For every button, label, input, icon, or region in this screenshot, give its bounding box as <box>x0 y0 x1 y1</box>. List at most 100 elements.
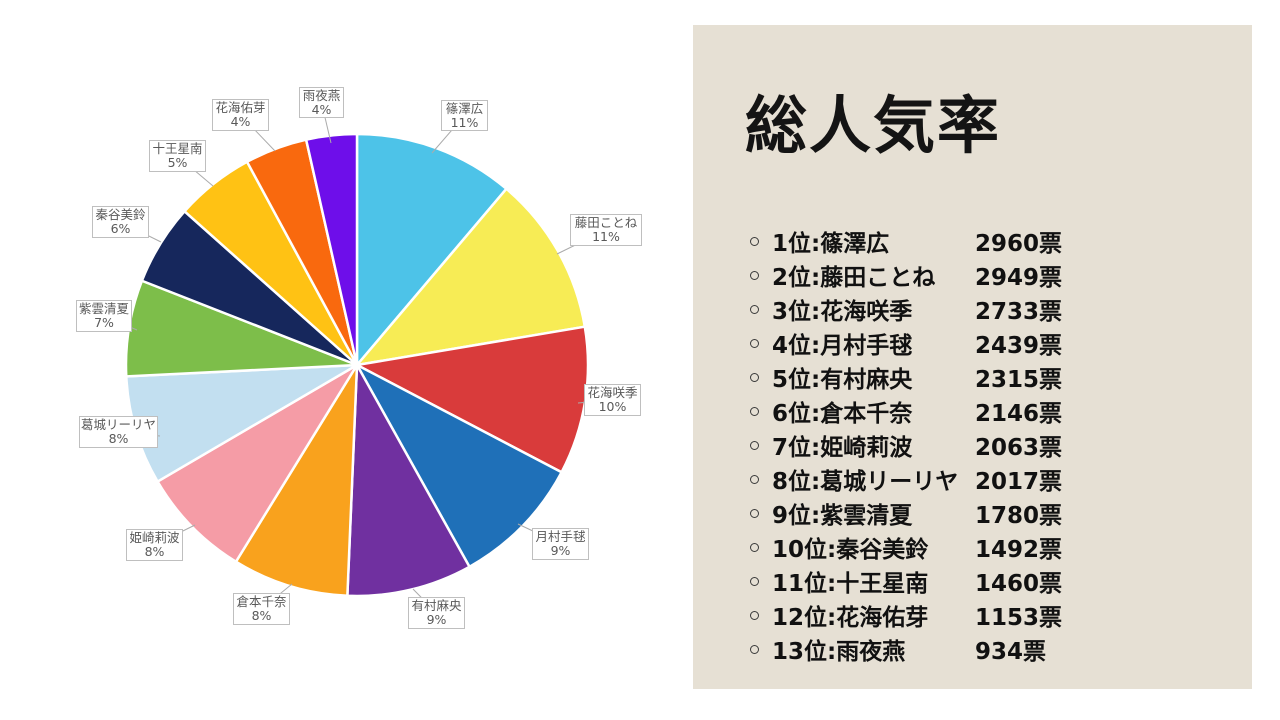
pie-label-percent: 4% <box>230 114 251 129</box>
pie-data-label: 十王星南 5% <box>149 140 206 172</box>
rank-and-name: 6位:倉本千奈 <box>772 401 913 427</box>
rank-and-name: 1位:篠澤広 <box>772 231 890 257</box>
pie-data-label: 姫崎莉波 8% <box>126 529 183 561</box>
ranking-row: 8位:葛城リーリヤ 2017票 <box>750 462 1242 496</box>
pie-data-label: 葛城リーリヤ 8% <box>79 416 158 448</box>
pie-label-name: 姫崎莉波 <box>129 530 180 545</box>
ranking-row: 11位:十王星南 1460票 <box>750 564 1242 598</box>
rank-and-name: 12位:花海佑芽 <box>772 605 929 631</box>
vote-count: 2733票 <box>975 299 1063 325</box>
pie-label-percent: 9% <box>426 612 447 627</box>
rank-and-name: 2位:藤田ことね <box>772 265 936 291</box>
rank-and-name: 13位:雨夜燕 <box>772 639 906 665</box>
pie-label-name: 十王星南 <box>152 141 203 156</box>
pie-label-percent: 11% <box>592 229 620 244</box>
pie-label-name: 藤田ことね <box>574 215 638 230</box>
ranking-row: 1位:篠澤広 2960票 <box>750 224 1242 258</box>
pie-label-name: 有村麻央 <box>411 598 462 613</box>
pie-data-label: 花海佑芽 4% <box>212 99 269 131</box>
pie-slice-5 <box>346 363 471 598</box>
ranking-row: 4位:月村手毬 2439票 <box>750 326 1242 360</box>
ranking-row: 6位:倉本千奈 2146票 <box>750 394 1242 428</box>
vote-count: 1492票 <box>975 537 1063 563</box>
vote-count: 934票 <box>975 639 1047 665</box>
ranking-row: 5位:有村麻央 2315票 <box>750 360 1242 394</box>
ranking-row: 13位:雨夜燕 934票 <box>750 632 1242 666</box>
pie-label-percent: 8% <box>144 544 165 559</box>
vote-count: 2017票 <box>975 469 1063 495</box>
rank-and-name: 8位:葛城リーリヤ <box>772 469 959 495</box>
pie-label-name: 篠澤広 <box>445 100 484 116</box>
pie-label-percent: 11% <box>450 114 479 130</box>
pie-label-percent: 10% <box>598 399 627 414</box>
pie-data-label: 雨夜燕 4% <box>299 87 344 118</box>
rank-and-name: 10位:秦谷美鈴 <box>772 537 929 563</box>
rank-and-name: 3位:花海咲季 <box>772 299 913 325</box>
ranking-panel: 総人気率 1位:篠澤広 2960票 2位:藤田ことね 2949票 3位:花海咲季 2733… <box>693 25 1252 689</box>
bullet-icon <box>750 474 759 484</box>
vote-count: 2439票 <box>975 333 1063 359</box>
pie-data-label: 秦谷美鈴 6% <box>92 206 149 238</box>
bullet-icon <box>750 610 759 620</box>
popularity-pie-chart <box>103 102 613 614</box>
pie-slice-13 <box>304 132 359 367</box>
pie-label-percent: 5% <box>167 155 188 170</box>
vote-count: 1780票 <box>975 503 1063 529</box>
ranking-row: 9位:紫雲清夏 1780票 <box>750 496 1242 530</box>
rank-and-name: 9位:紫雲清夏 <box>772 503 913 529</box>
pie-label-name: 花海佑芽 <box>215 100 266 115</box>
pie-label-percent: 9% <box>550 543 571 558</box>
ranking-row: 3位:花海咲季 2733票 <box>750 292 1242 326</box>
pie-data-label: 花海咲季 10% <box>584 384 641 416</box>
vote-count: 1460票 <box>975 571 1063 597</box>
pie-label-percent: 6% <box>110 221 131 236</box>
ranking-row: 10位:秦谷美鈴 1492票 <box>750 530 1242 564</box>
pie-data-label: 倉本千奈 8% <box>233 593 290 625</box>
ranking-row: 7位:姫崎莉波 2063票 <box>750 428 1242 462</box>
pie-data-label: 紫雲清夏 7% <box>76 300 132 332</box>
pie-data-label: 月村手毬 9% <box>532 528 589 560</box>
rank-and-name: 11位:十王星南 <box>772 571 929 597</box>
pie-label-percent: 7% <box>94 315 114 330</box>
pie-label-percent: 4% <box>311 101 332 117</box>
pie-data-label: 藤田ことね 11% <box>570 214 642 246</box>
bullet-icon <box>750 542 759 552</box>
pie-label-name: 月村手毬 <box>535 529 586 544</box>
pie-label-percent: 8% <box>251 608 272 623</box>
bullet-icon <box>750 576 759 586</box>
pie-label-name: 葛城リーリヤ <box>80 417 156 432</box>
ranking-list: 1位:篠澤広 2960票 2位:藤田ことね 2949票 3位:花海咲季 2733票 4位:月… <box>750 224 1242 666</box>
rank-and-name: 4位:月村手毬 <box>772 333 913 359</box>
ranking-row: 12位:花海佑芽 1153票 <box>750 598 1242 632</box>
bullet-icon <box>750 440 759 450</box>
bullet-icon <box>750 372 759 382</box>
pie-label-layer: 篠澤広 11% 藤田ことね 11% 花海咲季 10% 月村手毬 9% 有村麻央 9% 倉本千奈 8% 姫… <box>76 87 642 629</box>
rank-and-name: 5位:有村麻央 <box>772 367 913 393</box>
pie-slice-2 <box>355 187 587 367</box>
pie-label-percent: 8% <box>108 431 129 446</box>
pie-label-name: 花海咲季 <box>587 385 638 400</box>
bullet-icon <box>750 406 759 416</box>
pie-data-label: 有村麻央 9% <box>408 597 465 629</box>
pie-label-name: 雨夜燕 <box>302 87 341 103</box>
pie-label-name: 秦谷美鈴 <box>95 207 146 222</box>
bullet-icon <box>750 236 759 246</box>
pie-data-label: 篠澤広 11% <box>441 100 488 131</box>
page-title: 総人気率 <box>745 89 1002 162</box>
vote-count: 2146票 <box>975 401 1063 427</box>
vote-count: 2960票 <box>975 231 1063 257</box>
vote-count: 2315票 <box>975 367 1063 393</box>
vote-count: 1153票 <box>975 605 1063 631</box>
pie-label-name: 紫雲清夏 <box>78 301 129 316</box>
bullet-icon <box>750 508 759 518</box>
bullet-icon <box>750 644 759 654</box>
bullet-icon <box>750 338 759 348</box>
ranking-row: 2位:藤田ことね 2949票 <box>750 258 1242 292</box>
rank-and-name: 7位:姫崎莉波 <box>772 435 913 461</box>
vote-count: 2949票 <box>975 265 1063 291</box>
bullet-icon <box>750 304 759 314</box>
pie-label-name: 倉本千奈 <box>236 594 287 609</box>
vote-count: 2063票 <box>975 435 1063 461</box>
bullet-icon <box>750 270 759 280</box>
